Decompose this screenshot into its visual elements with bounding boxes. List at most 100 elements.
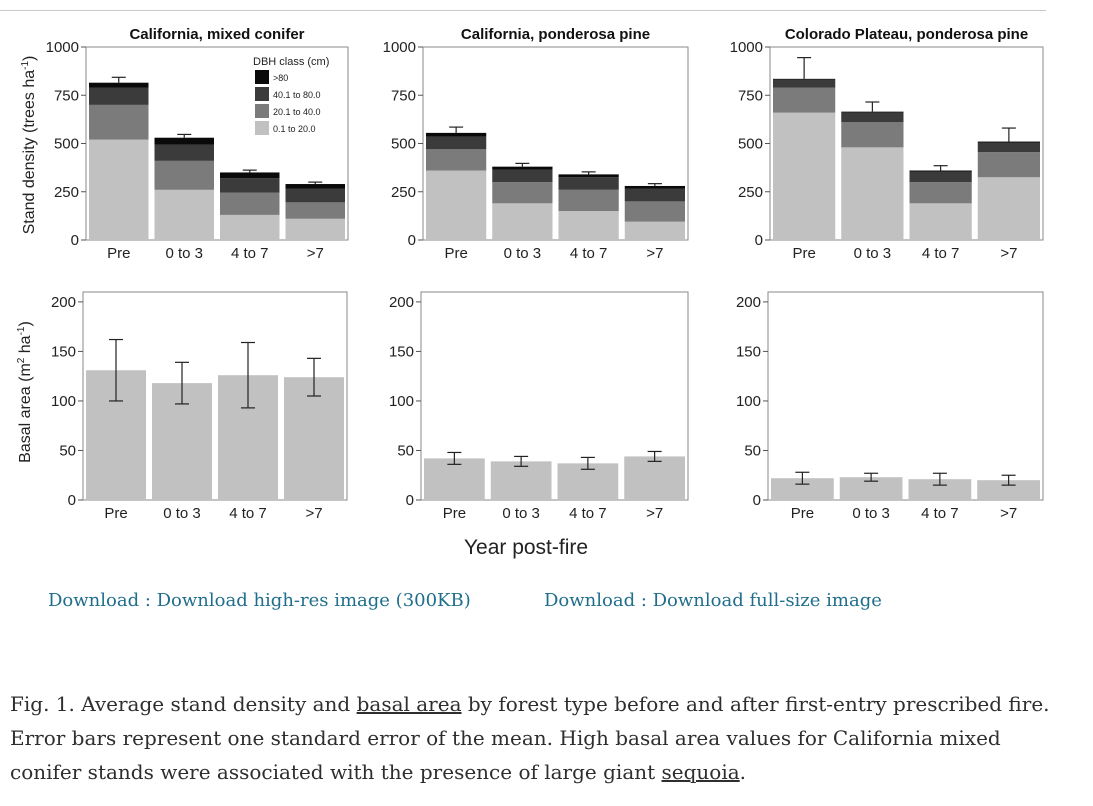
panel-6-plot-frame: [767, 291, 1044, 501]
panel-2-bar-segment: [492, 169, 553, 183]
caption-text-3: .: [739, 760, 747, 784]
panel-3-bar-segment: [773, 79, 836, 88]
panel-3-bar-segment: [773, 78, 836, 80]
legend: DBH class (cm) >80 40.1 to 80.0 20.1 to …: [253, 56, 329, 135]
download-high-res-link[interactable]: Download : Download high-res image (300K…: [48, 590, 471, 611]
panel-1-bar-segment: [154, 137, 214, 145]
top-divider: [0, 10, 1046, 11]
panel-6-x-tick-label: 0 to 3: [852, 505, 890, 522]
panel-4-y-tick-label: 50: [59, 442, 76, 459]
panel-3-y-tick-label: 250: [738, 184, 763, 201]
panel-1-y-tick-label: 1000: [46, 39, 79, 56]
sequoia-link[interactable]: sequoia: [661, 760, 740, 784]
panel-1-y-tick-label: 750: [54, 87, 79, 104]
panel-2-y-tick-label: 1000: [383, 39, 416, 56]
panel-6-bar: [771, 478, 834, 500]
panel-1-bar-segment: [89, 87, 149, 105]
legend-label-0-20: 0.1 to 20.0: [273, 124, 316, 134]
panel-4-x-tick-label: 4 to 7: [229, 505, 267, 522]
panel-1-bar-segment: [285, 202, 345, 219]
panel-3-bar-segment: [909, 182, 972, 204]
panel-2-bar-segment: [624, 188, 685, 202]
panel-2-bar-segment: [492, 166, 553, 170]
panel-6-y-tick-label: 150: [736, 343, 761, 360]
panel-2-x-tick-label: 4 to 7: [570, 245, 608, 262]
panel-5-y-tick-label: 200: [389, 294, 414, 311]
panel-1-bar-segment: [89, 104, 149, 140]
panel-2-y-tick-label: 500: [391, 136, 416, 153]
panel-3-bar-segment: [977, 152, 1040, 178]
panel-3-y-tick-label: 750: [738, 87, 763, 104]
figure: California, mixed conifer02505007501000P…: [16, 26, 1044, 559]
panel-2-bar-segment: [426, 149, 487, 171]
panel-3-bar-segment: [773, 112, 836, 240]
panel-3-bar-segment: [841, 122, 904, 148]
panel-1-y-tick-label: 250: [54, 184, 79, 201]
panel-1-x-tick-label: >7: [307, 245, 324, 262]
caption-text-1: Fig. 1. Average stand density and: [10, 692, 357, 716]
legend-title: DBH class (cm): [253, 56, 329, 68]
panel-2-bar-segment: [492, 203, 553, 240]
panel-3-y-tick-label: 1000: [730, 39, 763, 56]
legend-swatch-20-40: [255, 104, 269, 118]
panel-2-title: California, ponderosa pine: [461, 26, 650, 43]
panel-3-x-tick-label: Pre: [792, 245, 815, 262]
panel-3-bar-segment: [841, 147, 904, 240]
panel-2-bar-segment: [558, 189, 619, 212]
panel-6-y-tick-label: 200: [736, 294, 761, 311]
caption-text-2: by forest type before and after first-en…: [10, 692, 1050, 784]
panel-6-y-tick-label: 100: [736, 393, 761, 410]
panel-1-bar-segment: [154, 160, 214, 190]
panel-3-bar-segment: [909, 203, 972, 240]
panel-2-bar-segment: [558, 211, 619, 240]
basal-area-link[interactable]: basal area: [356, 692, 462, 716]
panel-1-x-tick-label: Pre: [107, 245, 130, 262]
panel-5-y-tick-label: 150: [389, 343, 414, 360]
panel-3-bar-segment: [977, 142, 1040, 153]
x-axis-label: Year post-fire: [464, 536, 588, 559]
panel-1-y-tick-label: 0: [71, 232, 79, 249]
panel-5-y-tick-label: 100: [389, 393, 414, 410]
y-axis-label-top: Stand density (trees ha-1): [20, 56, 38, 235]
panel-5-y-tick-label: 0: [406, 492, 414, 509]
panel-1-bar-segment: [220, 178, 280, 193]
panel-5-plot-frame: [420, 291, 689, 501]
panel-5-bar: [424, 458, 485, 500]
panel-6-x-tick-label: >7: [1000, 505, 1017, 522]
panel-2-bar-segment: [426, 170, 487, 240]
panel-4-bar: [284, 377, 344, 500]
download-full-size-link[interactable]: Download : Download full-size image: [544, 590, 882, 611]
panel-5-bar: [490, 461, 552, 500]
panel-1-x-tick-label: 4 to 7: [231, 245, 269, 262]
panel-1-bar-segment: [154, 144, 214, 161]
panel-2-x-tick-label: 0 to 3: [504, 245, 542, 262]
legend-swatch-gt80: [255, 70, 269, 84]
panel-4-y-tick-label: 100: [51, 393, 76, 410]
panel-4-y-tick-label: 0: [68, 492, 76, 509]
panel-6-bar: [839, 477, 903, 500]
panel-4-y-tick-label: 150: [51, 343, 76, 360]
panel-2-bar-segment: [426, 132, 487, 137]
legend-swatch-40-80: [255, 87, 269, 101]
panel-1-bar-segment: [220, 172, 280, 179]
panel-6-x-tick-label: Pre: [791, 505, 814, 522]
panel-1-bar-segment: [89, 82, 149, 88]
panel-3-bar-segment: [977, 141, 1040, 143]
panel-2-x-tick-label: Pre: [444, 245, 467, 262]
panel-4-x-tick-label: 0 to 3: [163, 505, 201, 522]
panel-6-y-tick-label: 0: [753, 492, 761, 509]
panel-2-y-tick-label: 0: [408, 232, 416, 249]
panel-3-x-tick-label: 0 to 3: [854, 245, 892, 262]
panel-1-bar-segment: [285, 184, 345, 189]
panel-3-bar-segment: [909, 171, 972, 183]
legend-swatch-0-20: [255, 121, 269, 135]
panel-1-bar-segment: [154, 189, 214, 240]
panel-6-x-tick-label: 4 to 7: [921, 505, 959, 522]
panel-4-x-tick-label: Pre: [104, 505, 127, 522]
panel-2-bar-segment: [558, 174, 619, 178]
panel-6-y-tick-label: 50: [744, 442, 761, 459]
panel-2-x-tick-label: >7: [646, 245, 663, 262]
panel-3-bar-segment: [841, 112, 904, 123]
panel-6-bar: [908, 479, 972, 500]
y-axis-label-bottom: Basal area (m2 ha-1): [16, 321, 34, 463]
